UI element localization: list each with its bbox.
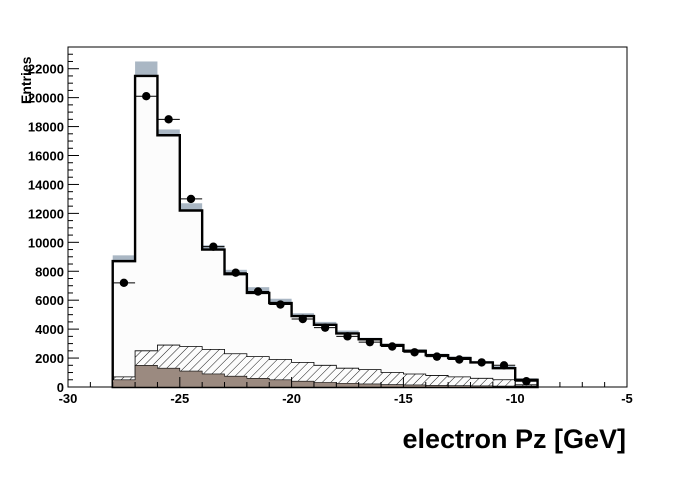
axes: -30 -25 -20 -15 -10 -5 0 2000 4000 6000 8000 10000 1… bbox=[28, 46, 633, 406]
y-tick-label: 0 bbox=[57, 380, 64, 395]
data-point bbox=[164, 115, 173, 124]
mc-total-fill bbox=[112, 75, 538, 388]
data-point bbox=[320, 323, 330, 332]
y-tick-label: 8000 bbox=[35, 264, 64, 279]
y-tick-label: 16000 bbox=[28, 149, 64, 164]
y-tick-label: 4000 bbox=[35, 322, 64, 337]
y-axis-title: Entries bbox=[18, 56, 34, 104]
data-point bbox=[343, 332, 352, 341]
data-points bbox=[112, 91, 538, 386]
data-point bbox=[119, 278, 129, 288]
x-tick-label: -15 bbox=[394, 391, 413, 406]
data-point bbox=[186, 194, 196, 204]
data-point bbox=[365, 337, 375, 347]
x-tick-label: -30 bbox=[59, 391, 78, 406]
data-point bbox=[522, 377, 531, 386]
data-point bbox=[298, 314, 307, 324]
data-point bbox=[499, 361, 509, 370]
data-point bbox=[410, 348, 419, 357]
data-point bbox=[477, 358, 486, 367]
data-point bbox=[276, 300, 285, 309]
data-point bbox=[231, 268, 240, 277]
y-tick-label: 14000 bbox=[28, 177, 64, 192]
y-tick-label: 20000 bbox=[28, 91, 64, 106]
x-axis-title: electron Pz [GeV] bbox=[402, 424, 626, 454]
y-tick-label: 10000 bbox=[28, 235, 64, 250]
data-point bbox=[432, 352, 442, 361]
y-tick-label: 22000 bbox=[28, 62, 64, 77]
data-point bbox=[253, 287, 263, 296]
x-tick-label: -25 bbox=[170, 391, 189, 406]
y-tick-label: 18000 bbox=[28, 120, 64, 135]
data-point bbox=[388, 342, 397, 351]
y-tick-label: 6000 bbox=[35, 293, 64, 308]
y-tick-label: 12000 bbox=[28, 206, 64, 221]
y-tick-label: 2000 bbox=[35, 351, 64, 366]
data-point bbox=[455, 355, 464, 364]
data-point bbox=[142, 91, 151, 101]
x-tick-label: -10 bbox=[506, 391, 525, 406]
x-tick-label: -20 bbox=[282, 391, 301, 406]
x-tick-label: -5 bbox=[621, 391, 633, 406]
data-point bbox=[209, 242, 218, 251]
